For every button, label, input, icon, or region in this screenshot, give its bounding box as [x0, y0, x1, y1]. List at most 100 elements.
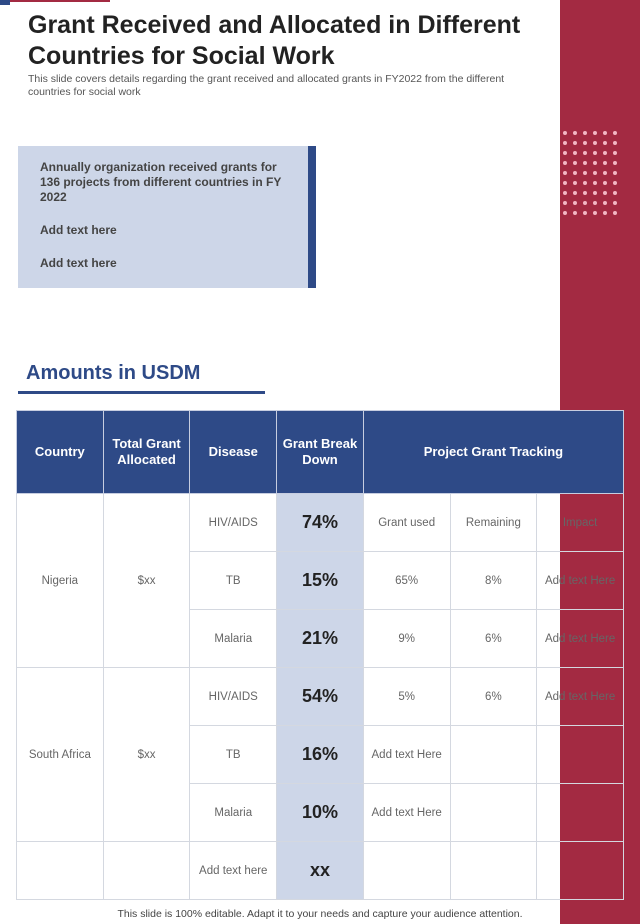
dot: [613, 171, 617, 175]
cell-track-3: [536, 725, 624, 784]
dot: [583, 151, 587, 155]
cell-breakdown: 16%: [276, 725, 364, 784]
table-row: South Africa $xx HIV/AIDS 54% 5% 6% Add text H…: [16, 667, 624, 842]
header-disease: Disease: [189, 410, 278, 494]
cell-breakdown: 54%: [276, 667, 364, 726]
cell-track-3: Impact: [536, 493, 624, 552]
cell-total: $xx: [102, 667, 191, 842]
dot: [563, 161, 567, 165]
header-total: Total Grant Allocated: [102, 410, 191, 494]
dot: [593, 211, 597, 215]
dot: [603, 131, 607, 135]
header-country: Country: [16, 410, 104, 494]
dot: [573, 151, 577, 155]
dot: [613, 151, 617, 155]
dot: [563, 181, 567, 185]
dot: [613, 131, 617, 135]
dot: [573, 211, 577, 215]
table-row: Malaria 21% 9% 6% Add text Here: [17, 609, 624, 668]
table-row: TB 16% Add text Here: [17, 725, 624, 784]
dot: [573, 131, 577, 135]
dot: [613, 141, 617, 145]
cell-track-2: [449, 841, 538, 900]
dot: [563, 141, 567, 145]
cell-disease: HIV/AIDS: [189, 667, 278, 726]
cell-track-2: 8%: [449, 551, 538, 610]
corner-accent-line: [10, 0, 110, 2]
dot: [573, 191, 577, 195]
cell-breakdown: 74%: [276, 493, 364, 552]
cell-track-1: 9%: [362, 609, 451, 668]
cell-total: [102, 841, 191, 900]
dot: [563, 201, 567, 205]
dot: [603, 171, 607, 175]
header-breakdown: Grant Break Down: [276, 410, 364, 494]
dot: [593, 201, 597, 205]
dot: [583, 191, 587, 195]
dot: [603, 141, 607, 145]
info-line: Add text here: [40, 256, 117, 270]
cell-track-1: Add text Here: [362, 725, 451, 784]
page-subtitle: This slide covers details regarding the …: [28, 73, 505, 98]
dot: [573, 181, 577, 185]
cell-total: $xx: [102, 493, 191, 668]
dot: [583, 201, 587, 205]
dot: [593, 151, 597, 155]
cell-track-3: Add text Here: [536, 667, 624, 726]
dot: [603, 181, 607, 185]
cell-disease: HIV/AIDS: [189, 493, 278, 552]
dot: [603, 211, 607, 215]
cell-breakdown: 21%: [276, 609, 364, 668]
table-row: Malaria 10% Add text Here: [17, 783, 624, 842]
dot: [563, 191, 567, 195]
cell-country: Nigeria: [16, 493, 104, 668]
cell-country: South Africa: [16, 667, 104, 842]
table-row: Nigeria $xx HIV/AIDS 74% Grant used Remaining…: [16, 493, 624, 668]
cell-track-1: [362, 841, 451, 900]
dot: [593, 171, 597, 175]
dot: [613, 191, 617, 195]
cell-disease: Add text here: [189, 841, 278, 900]
header-tracking: Project Grant Tracking: [362, 410, 625, 494]
cell-track-1: 65%: [362, 551, 451, 610]
info-line: Add text here: [40, 223, 117, 237]
table-row: Add text here xx: [16, 841, 624, 900]
page-title: Grant Received and Allocated in Differen…: [28, 11, 521, 70]
cell-disease: Malaria: [189, 783, 278, 842]
dot: [613, 161, 617, 165]
cell-breakdown: xx: [276, 841, 364, 900]
table-row: TB 15% 65% 8% Add text Here: [17, 551, 624, 610]
info-main: Annually organization received grants fo…: [40, 160, 282, 204]
cell-track-3: Add text Here: [536, 551, 624, 610]
dot: [573, 141, 577, 145]
section-heading: Amounts in USDM: [26, 362, 201, 384]
dot: [613, 201, 617, 205]
cell-track-3: [536, 841, 624, 900]
dot: [613, 211, 617, 215]
dot: [583, 171, 587, 175]
dot: [563, 151, 567, 155]
dot: [603, 161, 607, 165]
dot: [573, 171, 577, 175]
dot: [593, 181, 597, 185]
dot: [583, 141, 587, 145]
cell-track-1: Add text Here: [362, 783, 451, 842]
cell-track-2: Remaining: [449, 493, 538, 552]
dot: [613, 181, 617, 185]
cell-track-3: Add text Here: [536, 609, 624, 668]
dot: [593, 141, 597, 145]
dot: [593, 161, 597, 165]
cell-country: [16, 841, 104, 900]
cell-disease: TB: [189, 551, 278, 610]
dot: [603, 151, 607, 155]
cell-track-1: 5%: [362, 667, 451, 726]
cell-breakdown: 10%: [276, 783, 364, 842]
heading-underline: [18, 391, 265, 394]
dot: [563, 131, 567, 135]
cell-breakdown: 15%: [276, 551, 364, 610]
cell-disease: Malaria: [189, 609, 278, 668]
dot: [583, 181, 587, 185]
cell-track-2: [449, 783, 538, 842]
dot: [593, 191, 597, 195]
cell-disease: TB: [189, 725, 278, 784]
